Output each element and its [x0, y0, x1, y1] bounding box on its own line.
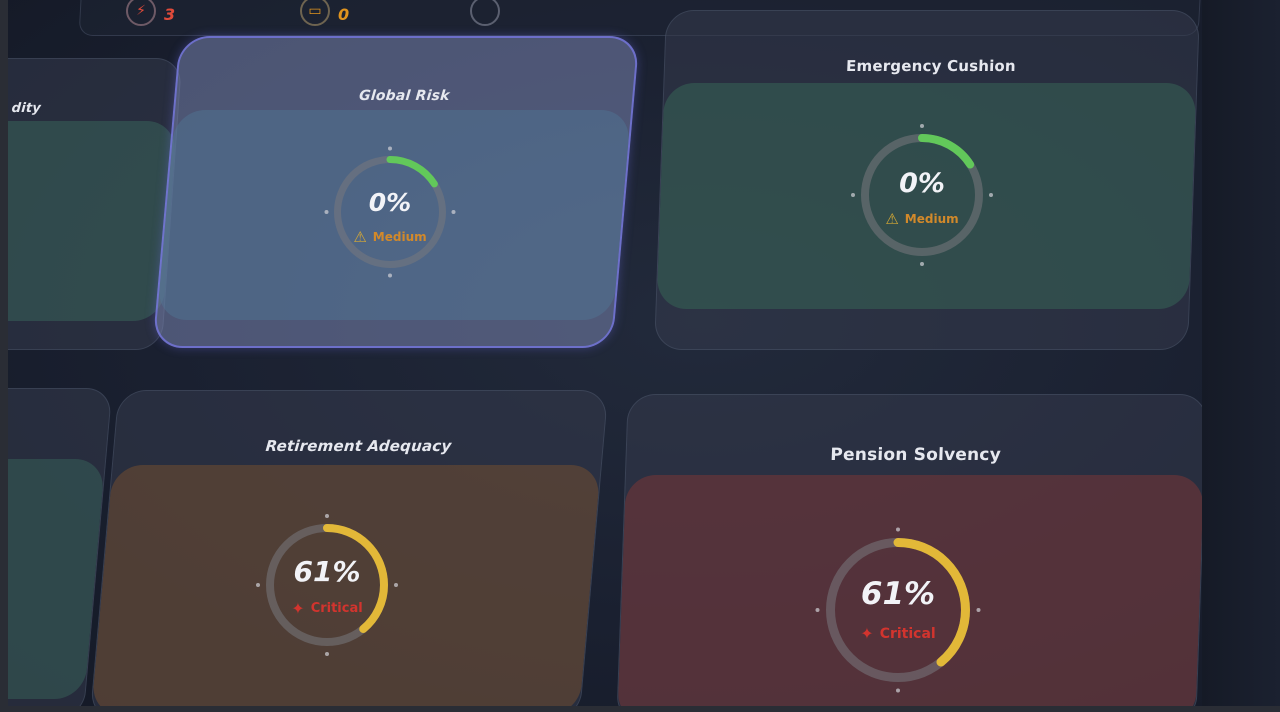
gauge-pension-solvency: 61% ✦ Critical [815, 527, 981, 693]
gauge-ring [851, 124, 993, 266]
gauge-tick-dot [989, 193, 993, 197]
gauge-tick-dot [325, 652, 329, 656]
gauge-status-label: Critical [879, 625, 936, 642]
gauge-status-label: Medium [372, 230, 427, 244]
bottom-edge [0, 706, 1280, 712]
gauge-status: ✦ Critical [822, 624, 974, 643]
gauge-tick-dot [851, 193, 855, 197]
gauge-value: 61% [860, 576, 936, 612]
stat-warnings-value: 0 [338, 5, 350, 24]
gauge-tick-dot [451, 210, 456, 214]
left-edge [0, 0, 8, 712]
gauge-progress-arc [266, 524, 388, 646]
gauge-value: 61% [293, 555, 361, 588]
gauge-tick-dot [394, 583, 398, 587]
gauge-tick-dot [325, 514, 329, 518]
card-title: Pension Solvency [830, 445, 1002, 465]
warning-icon: ⚠ [885, 210, 899, 228]
warning-icon: ⚠ [353, 228, 367, 246]
gauge-status-label: Medium [904, 212, 959, 226]
gauge-tick-dot [388, 146, 392, 151]
stat-warnings[interactable]: ▭ 0 [300, 0, 349, 26]
gauge-tick-dot [920, 262, 924, 266]
gauge-tick-dot [256, 583, 260, 587]
gauge-global-risk: 0% ⚠ Medium [324, 146, 456, 278]
gauge-status: ✦ Critical [262, 599, 392, 618]
stat-other[interactable] [470, 0, 500, 26]
stat-alerts[interactable]: ⚡ 3 [126, 0, 175, 26]
gauge-ring [324, 146, 456, 278]
card-partial-left-top[interactable]: dity [0, 58, 183, 350]
gauge-value: 0% [899, 168, 945, 199]
card-title: Emergency Cushion [845, 57, 1017, 75]
circle-icon [470, 0, 500, 26]
card-title: dity [11, 101, 42, 116]
gauge-tick-dot [976, 608, 981, 612]
gauge-status: ⚠ Medium [330, 228, 450, 246]
gauge-tick-dot [896, 527, 900, 532]
gauge-ring [815, 527, 981, 693]
gauge-tick-dot [324, 210, 329, 214]
gauge-tick-dot [388, 273, 392, 278]
gauge-progress-arc [334, 156, 446, 268]
bolt-icon: ⚡ [126, 0, 156, 26]
gauge-ring [256, 514, 398, 656]
gauge-tick-dot [896, 688, 900, 693]
critical-icon: ✦ [291, 599, 305, 618]
gauge-tick-dot [920, 124, 924, 128]
gauge-status-label: Critical [310, 601, 363, 616]
gauge-progress-arc [861, 134, 983, 256]
card-title: Global Risk [358, 88, 451, 104]
gauge-retirement-adequacy: 61% ✦ Critical [256, 514, 398, 656]
stat-alerts-value: 3 [164, 5, 176, 24]
gauge-value: 0% [368, 188, 412, 217]
card-title: Retirement Adequacy [264, 437, 453, 455]
gauge-tick-dot [815, 608, 820, 612]
gauge-status: ⚠ Medium [852, 210, 992, 228]
right-edge [1202, 0, 1280, 712]
gauge-emergency-cushion: 0% ⚠ Medium [851, 124, 993, 266]
gauge-progress-arc [826, 538, 970, 682]
critical-icon: ✦ [860, 624, 874, 643]
box-icon: ▭ [300, 0, 330, 26]
